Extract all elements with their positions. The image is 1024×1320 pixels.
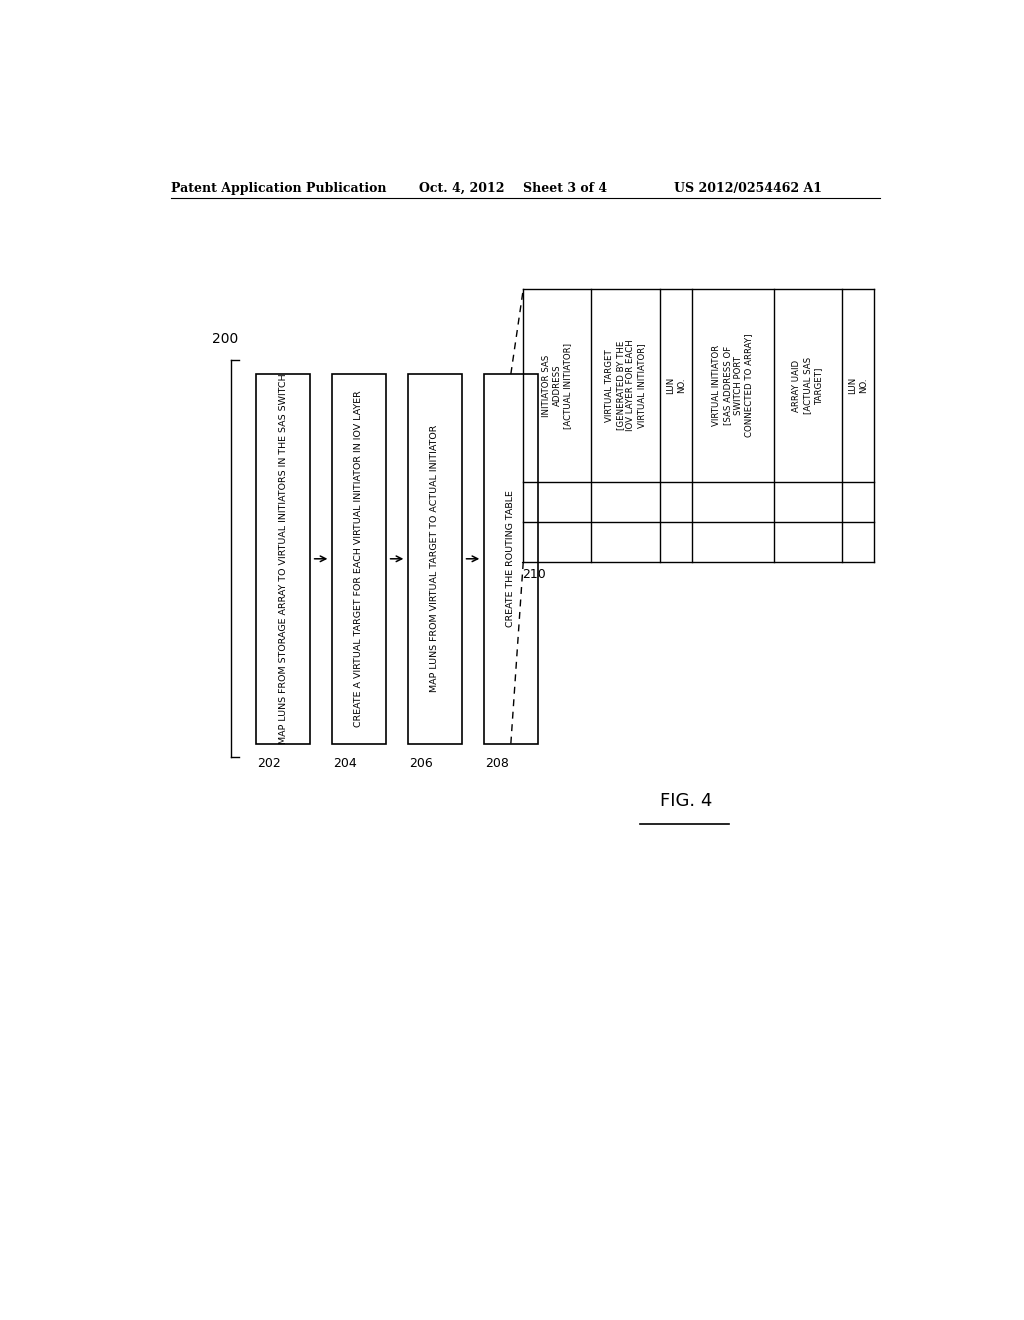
Text: MAP LUNS FROM VIRTUAL TARGET TO ACTUAL INITIATOR: MAP LUNS FROM VIRTUAL TARGET TO ACTUAL I… bbox=[430, 425, 439, 693]
Text: 208: 208 bbox=[485, 758, 509, 771]
Text: Sheet 3 of 4: Sheet 3 of 4 bbox=[523, 182, 607, 194]
Bar bbox=[332, 374, 386, 743]
Text: INITIATOR SAS
ADDRESS
[ACTUAL INITIATOR]: INITIATOR SAS ADDRESS [ACTUAL INITIATOR] bbox=[542, 343, 572, 429]
Text: FIG. 4: FIG. 4 bbox=[659, 792, 712, 810]
Text: CREATE A VIRTUAL TARGET FOR EACH VIRTUAL INITIATOR IN IOV LAYER: CREATE A VIRTUAL TARGET FOR EACH VIRTUAL… bbox=[354, 391, 364, 727]
Text: CREATE THE ROUTING TABLE: CREATE THE ROUTING TABLE bbox=[506, 490, 515, 627]
Text: Oct. 4, 2012: Oct. 4, 2012 bbox=[419, 182, 504, 194]
Bar bbox=[408, 374, 462, 743]
Text: 206: 206 bbox=[410, 758, 433, 771]
Text: 210: 210 bbox=[521, 568, 546, 581]
Bar bbox=[256, 374, 310, 743]
Text: US 2012/0254462 A1: US 2012/0254462 A1 bbox=[675, 182, 822, 194]
Text: 200: 200 bbox=[212, 333, 238, 346]
Text: VIRTUAL TARGET
[GENERATED BY THE
IOV LAYER FOR EACH
VIRTUAL INITIATOR]: VIRTUAL TARGET [GENERATED BY THE IOV LAY… bbox=[605, 339, 646, 432]
Text: ARRAY UAID
[ACTUAL SAS
TARGET]: ARRAY UAID [ACTUAL SAS TARGET] bbox=[793, 356, 823, 414]
Text: 204: 204 bbox=[334, 758, 357, 771]
Text: Patent Application Publication: Patent Application Publication bbox=[171, 182, 386, 194]
Text: 202: 202 bbox=[257, 758, 282, 771]
Text: VIRTUAL INITIATOR
[SAS ADDRESS OF
SWITCH PORT
CONNECTED TO ARRAY]: VIRTUAL INITIATOR [SAS ADDRESS OF SWITCH… bbox=[713, 334, 754, 437]
Text: LUN
NO.: LUN NO. bbox=[848, 378, 868, 395]
Text: LUN
NO.: LUN NO. bbox=[666, 378, 686, 395]
Bar bbox=[483, 374, 538, 743]
Text: MAP LUNS FROM STORAGE ARRAY TO VIRTUAL INITIATORS IN THE SAS SWITCH: MAP LUNS FROM STORAGE ARRAY TO VIRTUAL I… bbox=[279, 374, 288, 744]
